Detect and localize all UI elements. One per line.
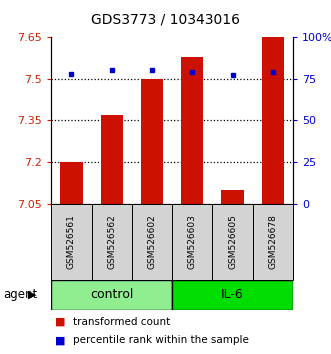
Text: transformed count: transformed count — [73, 317, 170, 327]
Text: ▶: ▶ — [28, 290, 37, 300]
Bar — [141, 79, 163, 204]
Text: GSM526602: GSM526602 — [148, 214, 157, 269]
Bar — [172, 280, 293, 310]
Text: IL-6: IL-6 — [221, 288, 244, 301]
Bar — [181, 57, 203, 204]
Text: GDS3773 / 10343016: GDS3773 / 10343016 — [91, 12, 240, 27]
Bar — [172, 204, 213, 280]
Bar — [253, 204, 293, 280]
Text: agent: agent — [3, 288, 37, 301]
Text: control: control — [90, 288, 133, 301]
Bar — [221, 190, 244, 204]
Text: percentile rank within the sample: percentile rank within the sample — [73, 335, 249, 345]
Bar — [51, 280, 172, 310]
Bar — [132, 204, 172, 280]
Text: GSM526605: GSM526605 — [228, 214, 237, 269]
Text: GSM526678: GSM526678 — [268, 214, 277, 269]
Bar — [262, 37, 284, 204]
Text: GSM526561: GSM526561 — [67, 214, 76, 269]
Bar — [92, 204, 132, 280]
Bar — [51, 204, 92, 280]
Text: GSM526603: GSM526603 — [188, 214, 197, 269]
Bar — [101, 115, 123, 204]
Bar — [213, 204, 253, 280]
Text: ■: ■ — [55, 335, 65, 345]
Bar — [60, 162, 82, 204]
Text: ■: ■ — [55, 317, 65, 327]
Text: GSM526562: GSM526562 — [107, 214, 116, 269]
